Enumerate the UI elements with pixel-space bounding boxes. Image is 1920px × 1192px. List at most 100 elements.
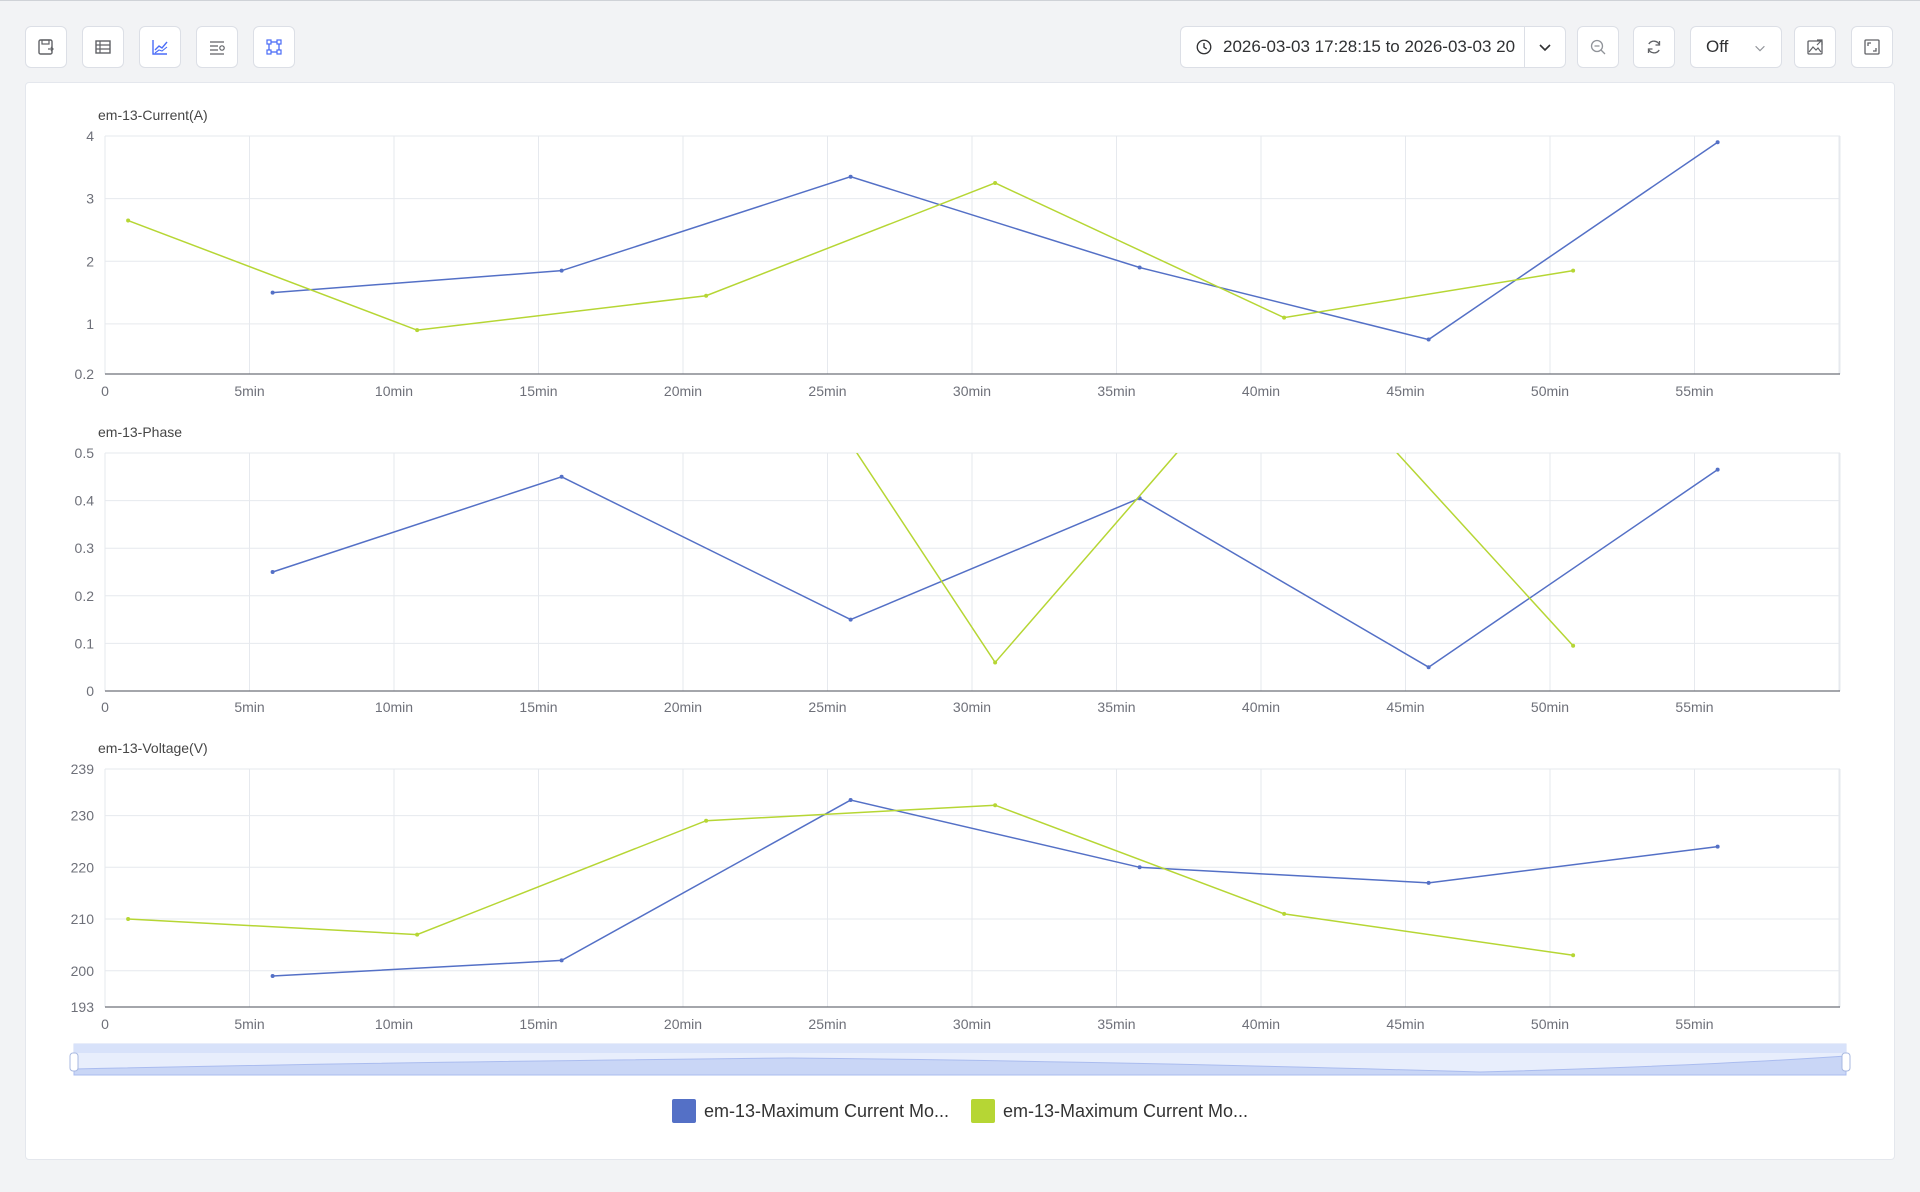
x-tick-label: 15min — [519, 699, 557, 715]
x-tick-label: 25min — [808, 383, 846, 399]
data-point — [704, 293, 709, 298]
data-point — [1715, 844, 1720, 849]
x-tick-label: 0 — [101, 699, 109, 715]
x-tick-label: 55min — [1675, 1016, 1713, 1032]
data-point — [559, 474, 564, 479]
data-point — [1282, 327, 1286, 331]
series-line — [272, 141, 1719, 341]
series-1 — [270, 798, 1720, 978]
y-tick-label: 230 — [71, 808, 95, 824]
x-tick-label: 15min — [519, 1016, 557, 1032]
chart-title: em-13-Phase — [98, 424, 182, 440]
x-tick-label: 40min — [1242, 383, 1280, 399]
y-tick-label: 0.2 — [75, 366, 95, 382]
data-point — [270, 290, 275, 295]
series-line — [272, 799, 1718, 977]
y-tick-label: 2 — [86, 253, 94, 269]
y-tick-label: 193 — [71, 999, 95, 1015]
data-point — [1715, 467, 1720, 472]
zoom-handle-right[interactable] — [1841, 1052, 1851, 1072]
data-point — [1571, 643, 1576, 648]
series-line — [127, 182, 1574, 331]
x-tick-label: 55min — [1675, 699, 1713, 715]
y-tick-label: 200 — [71, 963, 95, 979]
y-tick-label: 0.5 — [75, 445, 95, 461]
chart-view-button[interactable] — [139, 26, 181, 68]
x-tick-label: 30min — [953, 699, 991, 715]
data-point — [415, 328, 420, 333]
time-range-dropdown[interactable] — [1524, 27, 1565, 67]
data-point — [1137, 865, 1142, 870]
table-view-button[interactable] — [82, 26, 124, 68]
fullscreen-button[interactable] — [1851, 26, 1893, 68]
series-line — [272, 469, 1719, 669]
data-point — [848, 617, 853, 622]
chart-title: em-13-Current(A) — [98, 107, 208, 123]
y-tick-label: 0.1 — [75, 635, 95, 651]
data-point — [993, 660, 998, 665]
series-2 — [126, 180, 1576, 333]
time-range-picker[interactable]: 2026-03-03 17:28:15 to 2026-03-03 20:28:… — [1180, 26, 1566, 68]
x-tick-label: 45min — [1386, 383, 1424, 399]
frame-select-button[interactable] — [253, 26, 295, 68]
x-tick-label: 55min — [1675, 383, 1713, 399]
x-tick-label: 5min — [234, 1016, 264, 1032]
refresh-interval-value: Off — [1706, 37, 1729, 56]
data-point — [1426, 880, 1431, 885]
save-button[interactable] — [25, 26, 67, 68]
series-line — [128, 804, 1574, 957]
data-point — [848, 798, 853, 803]
x-tick-label: 40min — [1242, 1016, 1280, 1032]
x-tick-label: 45min — [1386, 699, 1424, 715]
refresh-interval-select[interactable]: Off — [1690, 26, 1782, 68]
line-chart-icon — [152, 40, 168, 55]
y-tick-label: 3 — [86, 191, 94, 207]
x-tick-label: 30min — [953, 383, 991, 399]
zoom-out-button[interactable] — [1577, 26, 1619, 68]
fullscreen-icon — [1864, 39, 1880, 55]
series-line — [856, 453, 1574, 664]
data-point — [1282, 315, 1287, 320]
data-point — [1282, 911, 1287, 916]
x-tick-label: 35min — [1097, 699, 1135, 715]
x-tick-label: 35min — [1097, 1016, 1135, 1032]
chart-1: 0.2 1 2 3 4 0 5min 10min 15min 20min 25min 30min 35m… — [75, 107, 1841, 399]
refresh-icon — [1647, 40, 1661, 54]
export-image-button[interactable] — [1794, 26, 1836, 68]
legend-item-series-1[interactable]: em-13-Maximum Current Mo... — [671, 1099, 949, 1123]
top-border — [0, 0, 1920, 1]
series-1 — [270, 140, 1720, 342]
data-point — [1715, 140, 1720, 145]
data-point — [1571, 268, 1576, 273]
legend-swatch — [971, 1099, 995, 1123]
x-tick-label: 35min — [1097, 383, 1135, 399]
data-point — [270, 570, 275, 574]
x-tick-label: 50min — [1531, 1016, 1569, 1032]
chart-3: 193 200 210 220 230 239 0 5min 10min 15min 20min 25… — [71, 740, 1841, 1032]
x-tick-label: 50min — [1531, 383, 1569, 399]
x-tick-label: 25min — [808, 699, 846, 715]
data-zoom-slider[interactable] — [69, 1043, 1851, 1076]
save-icon — [38, 39, 54, 55]
clock-icon — [1196, 39, 1212, 55]
data-point — [126, 917, 131, 922]
y-tick-label: 220 — [71, 859, 95, 875]
refresh-button[interactable] — [1633, 26, 1675, 68]
series-2 — [126, 803, 1576, 958]
x-tick-label: 25min — [808, 1016, 846, 1032]
data-point — [993, 803, 998, 808]
data-point — [559, 958, 564, 963]
y-tick-label: 210 — [71, 911, 95, 927]
legend-label: em-13-Maximum Current Mo... — [1003, 1100, 1249, 1121]
list-settings-button[interactable] — [196, 26, 238, 68]
y-tick-label: 239 — [71, 761, 95, 777]
zoom-handle-left[interactable] — [69, 1052, 79, 1072]
y-tick-label: 0.4 — [75, 493, 95, 509]
zoom-out-icon — [1590, 39, 1606, 55]
data-point — [993, 180, 998, 185]
data-point — [415, 932, 420, 937]
x-tick-label: 15min — [519, 383, 557, 399]
legend-item-series-2[interactable]: em-13-Maximum Current Mo... — [971, 1099, 1248, 1123]
x-tick-label: 45min — [1386, 1016, 1424, 1032]
